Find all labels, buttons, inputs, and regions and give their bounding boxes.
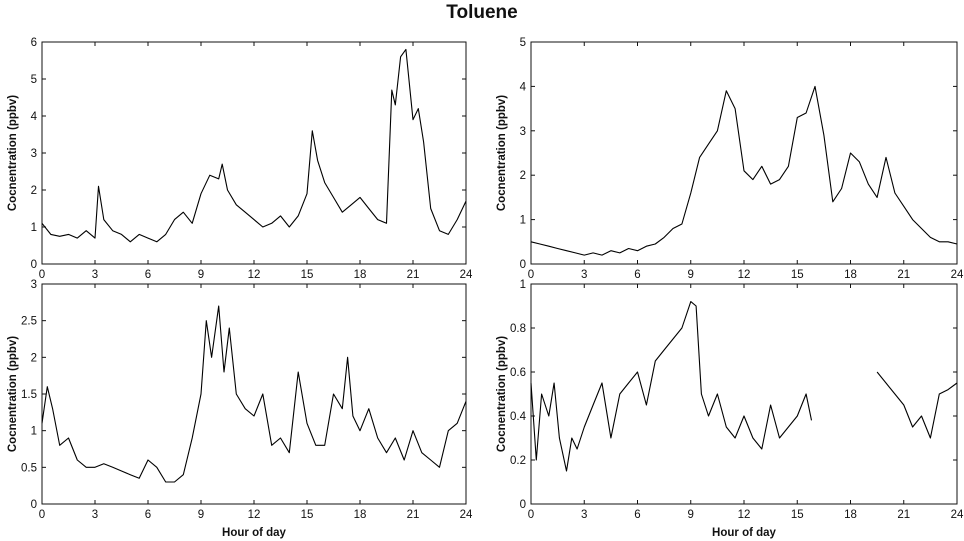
y-tick-label: 5 — [520, 37, 526, 49]
axes-frame — [41, 283, 467, 505]
figure-title: Toluene — [446, 2, 518, 23]
y-tick-label: 2 — [520, 170, 526, 182]
x-tick-label: 15 — [791, 509, 804, 521]
y-tick-label: 0.5 — [21, 462, 37, 474]
x-axis-label: Hour of day — [222, 527, 286, 539]
y-tick-label: 2.5 — [21, 316, 37, 328]
y-tick-label: 1 — [31, 222, 37, 234]
series-line-1 — [530, 301, 958, 472]
x-tick-label: 15 — [301, 509, 314, 521]
y-tick-label: 3 — [520, 126, 526, 138]
y-tick-label: 3 — [31, 279, 37, 291]
y-tick-label: 0 — [520, 499, 526, 511]
y-axis-label: Cocnentration (ppbv) — [496, 336, 508, 452]
x-tick-label: 18 — [354, 269, 367, 281]
x-tick-label: 18 — [844, 269, 857, 281]
x-tick-label: 21 — [407, 509, 420, 521]
x-tick-label: 24 — [951, 509, 964, 521]
x-tick-label: 18 — [354, 509, 367, 521]
x-tick-label: 3 — [581, 269, 587, 281]
x-tick-label: 24 — [460, 269, 473, 281]
y-tick-label: 1.5 — [21, 389, 37, 401]
x-tick-label: 3 — [92, 509, 98, 521]
x-tick-label: 24 — [460, 509, 473, 521]
x-tick-label: 15 — [301, 269, 314, 281]
x-tick-label: 6 — [145, 269, 151, 281]
x-tick-label: 9 — [198, 509, 204, 521]
x-tick-label: 12 — [738, 509, 751, 521]
x-tick-label: 6 — [145, 509, 151, 521]
x-axis-label: Hour of day — [712, 527, 776, 539]
y-tick-label: 6 — [31, 37, 37, 49]
x-tick-label: 0 — [528, 509, 534, 521]
y-tick-label: 1 — [520, 279, 526, 291]
x-tick-label: 12 — [248, 269, 261, 281]
series-line-1 — [41, 305, 467, 483]
x-tick-label: 21 — [407, 269, 420, 281]
x-tick-label: 9 — [198, 269, 204, 281]
x-tick-label: 0 — [39, 509, 45, 521]
y-tick-label: 4 — [520, 81, 527, 93]
axes-frame — [41, 41, 467, 265]
axes-frame — [530, 283, 958, 505]
y-tick-label: 3 — [31, 148, 37, 160]
y-tick-label: 1 — [520, 215, 526, 227]
y-tick-label: 2 — [31, 352, 37, 364]
axes-frame — [530, 41, 958, 265]
x-tick-label: 0 — [528, 269, 534, 281]
x-tick-label: 6 — [634, 509, 640, 521]
x-tick-label: 18 — [844, 509, 857, 521]
x-tick-label: 9 — [688, 509, 694, 521]
x-tick-label: 3 — [581, 509, 587, 521]
y-tick-label: 4 — [31, 111, 38, 123]
y-tick-label: 0 — [520, 259, 526, 271]
x-tick-label: 0 — [39, 269, 45, 281]
x-tick-label: 21 — [897, 269, 910, 281]
x-tick-label: 21 — [897, 509, 910, 521]
y-axis-label: Cocnentration (ppbv) — [496, 95, 508, 211]
y-tick-label: 0 — [31, 499, 37, 511]
x-tick-label: 12 — [738, 269, 751, 281]
y-tick-label: 1 — [31, 426, 37, 438]
y-tick-label: 2 — [31, 185, 37, 197]
panel-4: 0 3 6 9 12 15 18 21 24 0 0.2 0.4 0.6 0.8 1 Cocnentratio… — [496, 279, 964, 539]
x-tick-label: 9 — [688, 269, 694, 281]
y-tick-label: 0 — [31, 259, 37, 271]
series-line-1 — [530, 85, 958, 256]
x-tick-label: 6 — [634, 269, 640, 281]
y-tick-label: 0.6 — [510, 367, 526, 379]
y-tick-label: 0.8 — [510, 323, 526, 335]
x-tick-label: 24 — [951, 269, 964, 281]
y-axis-label: Cocnentration (ppbv) — [7, 336, 19, 452]
series-line-1 — [41, 48, 467, 243]
x-tick-label: 3 — [92, 269, 98, 281]
y-axis-label: Cocnentration (ppbv) — [7, 95, 19, 211]
panel-3: 0 3 6 9 12 15 18 21 24 0 0.5 1 1.5 2 2.5 3 Cocnentration… — [7, 279, 473, 539]
y-tick-label: 5 — [31, 74, 37, 86]
x-tick-label: 12 — [248, 509, 261, 521]
y-tick-label: 0.4 — [510, 411, 527, 423]
x-tick-label: 15 — [791, 269, 804, 281]
y-tick-label: 0.2 — [510, 455, 526, 467]
